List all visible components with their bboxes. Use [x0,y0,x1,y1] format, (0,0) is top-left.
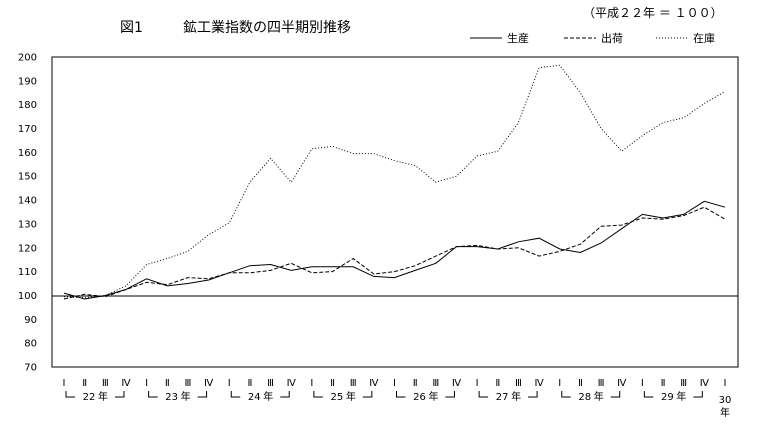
x-quarter-label: Ⅲ [680,378,687,389]
year-label: 29 [661,392,674,403]
x-axis: Ⅰ Ⅱ Ⅲ Ⅳ Ⅰ Ⅱ Ⅲ Ⅳ Ⅰ Ⅱ Ⅲ Ⅳ Ⅰ Ⅱ Ⅲ Ⅳ Ⅰ Ⅱ Ⅲ Ⅳ Ⅰ Ⅱ Ⅲ Ⅳ Ⅰ Ⅱ Ⅲ Ⅳ Ⅰ Ⅱ Ⅲ Ⅳ Ⅰ22 年 23 年 2… [63,378,732,419]
x-quarter-label: Ⅲ [350,378,357,389]
year-bracket-right [280,391,290,398]
x-quarter-label: Ⅳ [452,378,462,389]
year-bracket-right [445,391,455,398]
x-quarter-label: Ⅳ [617,378,627,389]
y-tick-label: 100 [18,291,37,302]
x-quarter-label: Ⅳ [121,378,131,389]
x-quarter-label: Ⅰ [393,378,396,389]
year-bracket-left [396,391,406,398]
x-quarter-label: Ⅳ [369,378,379,389]
legend-label: 出荷 [601,31,623,45]
year-suffix: 年 [263,390,273,403]
x-quarter-label: Ⅲ [598,378,605,389]
year-label: 28 [578,392,591,403]
x-quarter-label: Ⅱ [247,378,252,389]
year-suffix: 年 [181,390,191,403]
series-line-dotted [63,64,726,299]
year-suffix: 年 [594,390,604,403]
x-quarter-label: Ⅱ [82,378,87,389]
y-tick-label: 140 [18,196,37,207]
year-suffix: 年 [676,390,686,403]
y-tick-label: 200 [18,53,37,64]
year-suffix: 年 [720,406,730,419]
year-suffix: 年 [98,390,108,403]
year-suffix: 年 [346,390,356,403]
year-bracket-left [230,391,241,398]
y-tick-label: 130 [18,219,37,230]
year-label: 26 [413,392,426,403]
y-tick-label: 80 [24,339,37,350]
y-tick-label: 170 [18,124,37,135]
year-bracket-left [561,391,571,398]
year-label: 24 [248,392,261,403]
year-bracket-right [610,391,621,398]
legend-label: 生産 [507,31,529,45]
x-quarter-label: Ⅰ [228,378,231,389]
y-tick-label: 150 [18,172,37,183]
figure-label: 図1 [120,20,143,36]
plot-frame [51,56,739,368]
y-tick-label: 70 [24,363,37,374]
year-label: 23 [165,392,178,403]
year-bracket-left [65,391,75,398]
x-quarter-label: Ⅱ [495,378,500,389]
x-quarter-label: Ⅳ [287,378,297,389]
year-bracket-left [643,391,654,398]
series-layer [63,64,726,300]
y-axis: 200 190 180 170 160 150 140 130 120 110 100 90 80 70 [18,53,37,374]
y-tick-label: 90 [24,315,37,326]
x-quarter-label: Ⅰ [558,378,561,389]
base-year-note: （平成２２年 ＝ １００） [583,6,723,20]
year-bracket-right [362,391,373,398]
x-quarter-label: Ⅰ [476,378,479,389]
x-quarter-label: Ⅳ [204,378,214,389]
x-quarter-label: Ⅰ [724,378,727,389]
year-bracket-left [478,391,489,398]
x-quarter-label: Ⅲ [515,378,522,389]
series-line-dashed [63,206,726,300]
year-label: 25 [330,392,343,403]
y-tick-label: 160 [18,148,37,159]
x-quarter-label: Ⅱ [330,378,335,389]
x-quarter-label: Ⅰ [641,378,644,389]
x-quarter-label: Ⅳ [700,378,710,389]
legend: 生産 出荷 在庫 [470,31,715,45]
year-label: 22 [83,392,96,403]
chart-title: 鉱工業指数の四半期別推移 [183,19,351,36]
x-quarter-label: Ⅳ [534,378,544,389]
year-bracket-right [528,391,538,398]
x-quarter-label: Ⅱ [165,378,170,389]
y-tick-label: 190 [18,76,37,87]
year-label: 30 [719,395,732,406]
legend-label: 在庫 [693,31,715,45]
year-bracket-left [148,391,158,398]
x-quarter-label: Ⅰ [63,378,66,389]
series-line-solid [63,200,726,300]
year-label: 27 [496,392,509,403]
x-quarter-label: Ⅱ [413,378,418,389]
x-quarter-label: Ⅰ [310,378,313,389]
x-quarter-label: Ⅰ [145,378,148,389]
year-suffix: 年 [511,390,521,403]
year-bracket-left [313,391,323,398]
x-quarter-label: Ⅱ [661,378,666,389]
x-quarter-label: Ⅲ [102,378,109,389]
x-quarter-label: Ⅲ [184,378,191,389]
year-bracket-right [114,391,125,398]
year-bracket-right [197,391,208,398]
y-tick-label: 180 [18,100,37,111]
year-suffix: 年 [428,390,438,403]
y-tick-label: 110 [18,267,37,278]
x-quarter-label: Ⅱ [578,378,583,389]
y-tick-label: 120 [18,243,37,254]
x-quarter-label: Ⅲ [267,378,274,389]
x-quarter-label: Ⅲ [432,378,439,389]
year-bracket-right [693,391,703,398]
